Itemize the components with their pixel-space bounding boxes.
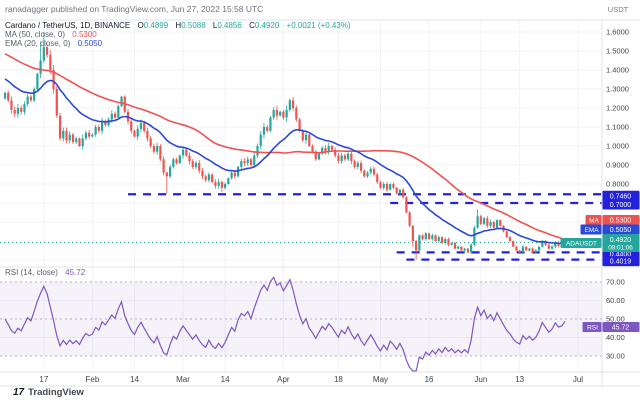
svg-text:MA: MA	[589, 217, 599, 224]
svg-text:45.72: 45.72	[612, 325, 630, 332]
svg-text:1.2000: 1.2000	[606, 104, 629, 113]
ohlc-h-value: 0.5088	[181, 21, 206, 30]
ma-legend-value: 0.5300	[72, 30, 97, 39]
candles-layer	[3, 32, 567, 260]
ma50-line	[4, 52, 566, 241]
level-price-label: 0.7000	[602, 199, 640, 210]
svg-text:EMA: EMA	[584, 227, 599, 234]
svg-text:1.6000: 1.6000	[606, 28, 629, 37]
tradingview-attribution[interactable]: 17 TradingView	[13, 387, 84, 398]
level-price-label: 0.7460	[602, 190, 640, 201]
svg-text:0.5300: 0.5300	[610, 218, 632, 225]
ma-price-label: 0.5300 MA	[585, 215, 640, 225]
svg-text:18: 18	[334, 375, 343, 384]
symbol-title: Cardano / TetherUS, 1D, BINANCE	[5, 21, 131, 30]
rsi-line	[4, 276, 566, 372]
svg-text:0.8000: 0.8000	[606, 180, 629, 189]
svg-text:0.4019: 0.4019	[610, 259, 632, 266]
svg-text:16: 16	[425, 375, 434, 384]
ema-legend-value: 0.5050	[77, 39, 103, 48]
ohlc-l-value: 0.4856	[217, 21, 242, 30]
tradingview-brand: TradingView	[28, 387, 84, 398]
svg-text:Apr: Apr	[277, 375, 290, 384]
svg-text:0.7460: 0.7460	[610, 193, 632, 200]
ema-legend[interactable]: EMA (20, close, 0) 0.5050	[5, 39, 102, 48]
svg-text:1.4000: 1.4000	[606, 66, 629, 75]
change-value: +0.0021 (+0.43%)	[286, 21, 351, 30]
svg-text:14: 14	[130, 375, 139, 384]
ohlc-o-value: 0.4899	[143, 21, 169, 30]
tradingview-logo-icon: 17	[13, 387, 25, 398]
ma-legend[interactable]: MA (50, close, 0) 0.5300	[5, 30, 97, 39]
rsi-legend-value: 45.72	[65, 268, 86, 277]
svg-text:May: May	[373, 375, 388, 384]
rsi-legend-label: RSI (14, close)	[5, 268, 58, 277]
svg-text:0.7000: 0.7000	[610, 202, 632, 209]
ema20-line	[4, 78, 565, 245]
svg-text:08:01:06: 08:01:06	[608, 245, 633, 252]
svg-text:30.00: 30.00	[606, 352, 625, 361]
byline: ranadagger published on TradingView.com,…	[5, 4, 264, 14]
ohlc-c-value: 0.4920	[254, 21, 280, 30]
svg-text:ADAUSDT: ADAUSDT	[566, 240, 597, 247]
ohlc-h-label: H	[175, 21, 182, 30]
svg-text:50.00: 50.00	[606, 315, 625, 324]
svg-text:1.0000: 1.0000	[606, 142, 629, 151]
svg-text:13: 13	[515, 375, 524, 384]
svg-text:60.00: 60.00	[606, 296, 625, 305]
rsi-legend[interactable]: RSI (14, close) 45.72	[5, 268, 85, 277]
grid-layer	[0, 20, 602, 372]
svg-text:Feb: Feb	[86, 375, 100, 384]
ema-legend-label: EMA (20, close, 0)	[5, 39, 71, 48]
svg-text:Jul: Jul	[573, 375, 583, 384]
ma-legend-label: MA (50, close, 0)	[5, 30, 66, 39]
ema-price-label: 0.5050 EMA	[580, 224, 640, 235]
svg-text:0.9000: 0.9000	[606, 161, 629, 170]
rsi-value-label: 45.72 RSI	[582, 322, 640, 332]
ohlc-l-label: L	[212, 21, 218, 30]
support-resistance-lines[interactable]	[128, 193, 602, 261]
svg-text:1.3000: 1.3000	[606, 85, 629, 94]
svg-text:1.1000: 1.1000	[606, 123, 629, 132]
svg-text:14: 14	[221, 375, 230, 384]
ohlc-c-label: C	[249, 21, 255, 30]
svg-text:70.00: 70.00	[606, 278, 625, 287]
symbol-legend[interactable]: Cardano / TetherUS, 1D, BINANCE O0.4899 …	[5, 21, 351, 30]
svg-text:RSI: RSI	[587, 324, 598, 331]
svg-text:40.00: 40.00	[606, 333, 625, 342]
svg-text:17: 17	[39, 375, 48, 384]
svg-text:1.5000: 1.5000	[606, 47, 629, 56]
price-axis[interactable]: USDT 1.6000 1.5000 1.4000 1.3000 1.2000 1.1000…	[606, 5, 629, 361]
svg-text:Jun: Jun	[474, 375, 487, 384]
panel-borders	[0, 19, 640, 387]
ohlc-o-label: O	[137, 21, 144, 30]
svg-text:0.4400: 0.4400	[610, 252, 632, 259]
level-price-label: 0.4019	[602, 256, 640, 267]
time-axis[interactable]: 17 Feb 14 Mar 14 Apr 18 May 16 Jun 13 Jul	[39, 375, 583, 384]
svg-text:0.5050: 0.5050	[610, 227, 632, 234]
svg-text:0.4920: 0.4920	[610, 237, 632, 244]
svg-text:Mar: Mar	[176, 375, 190, 384]
svg-text:USDT: USDT	[608, 5, 629, 14]
